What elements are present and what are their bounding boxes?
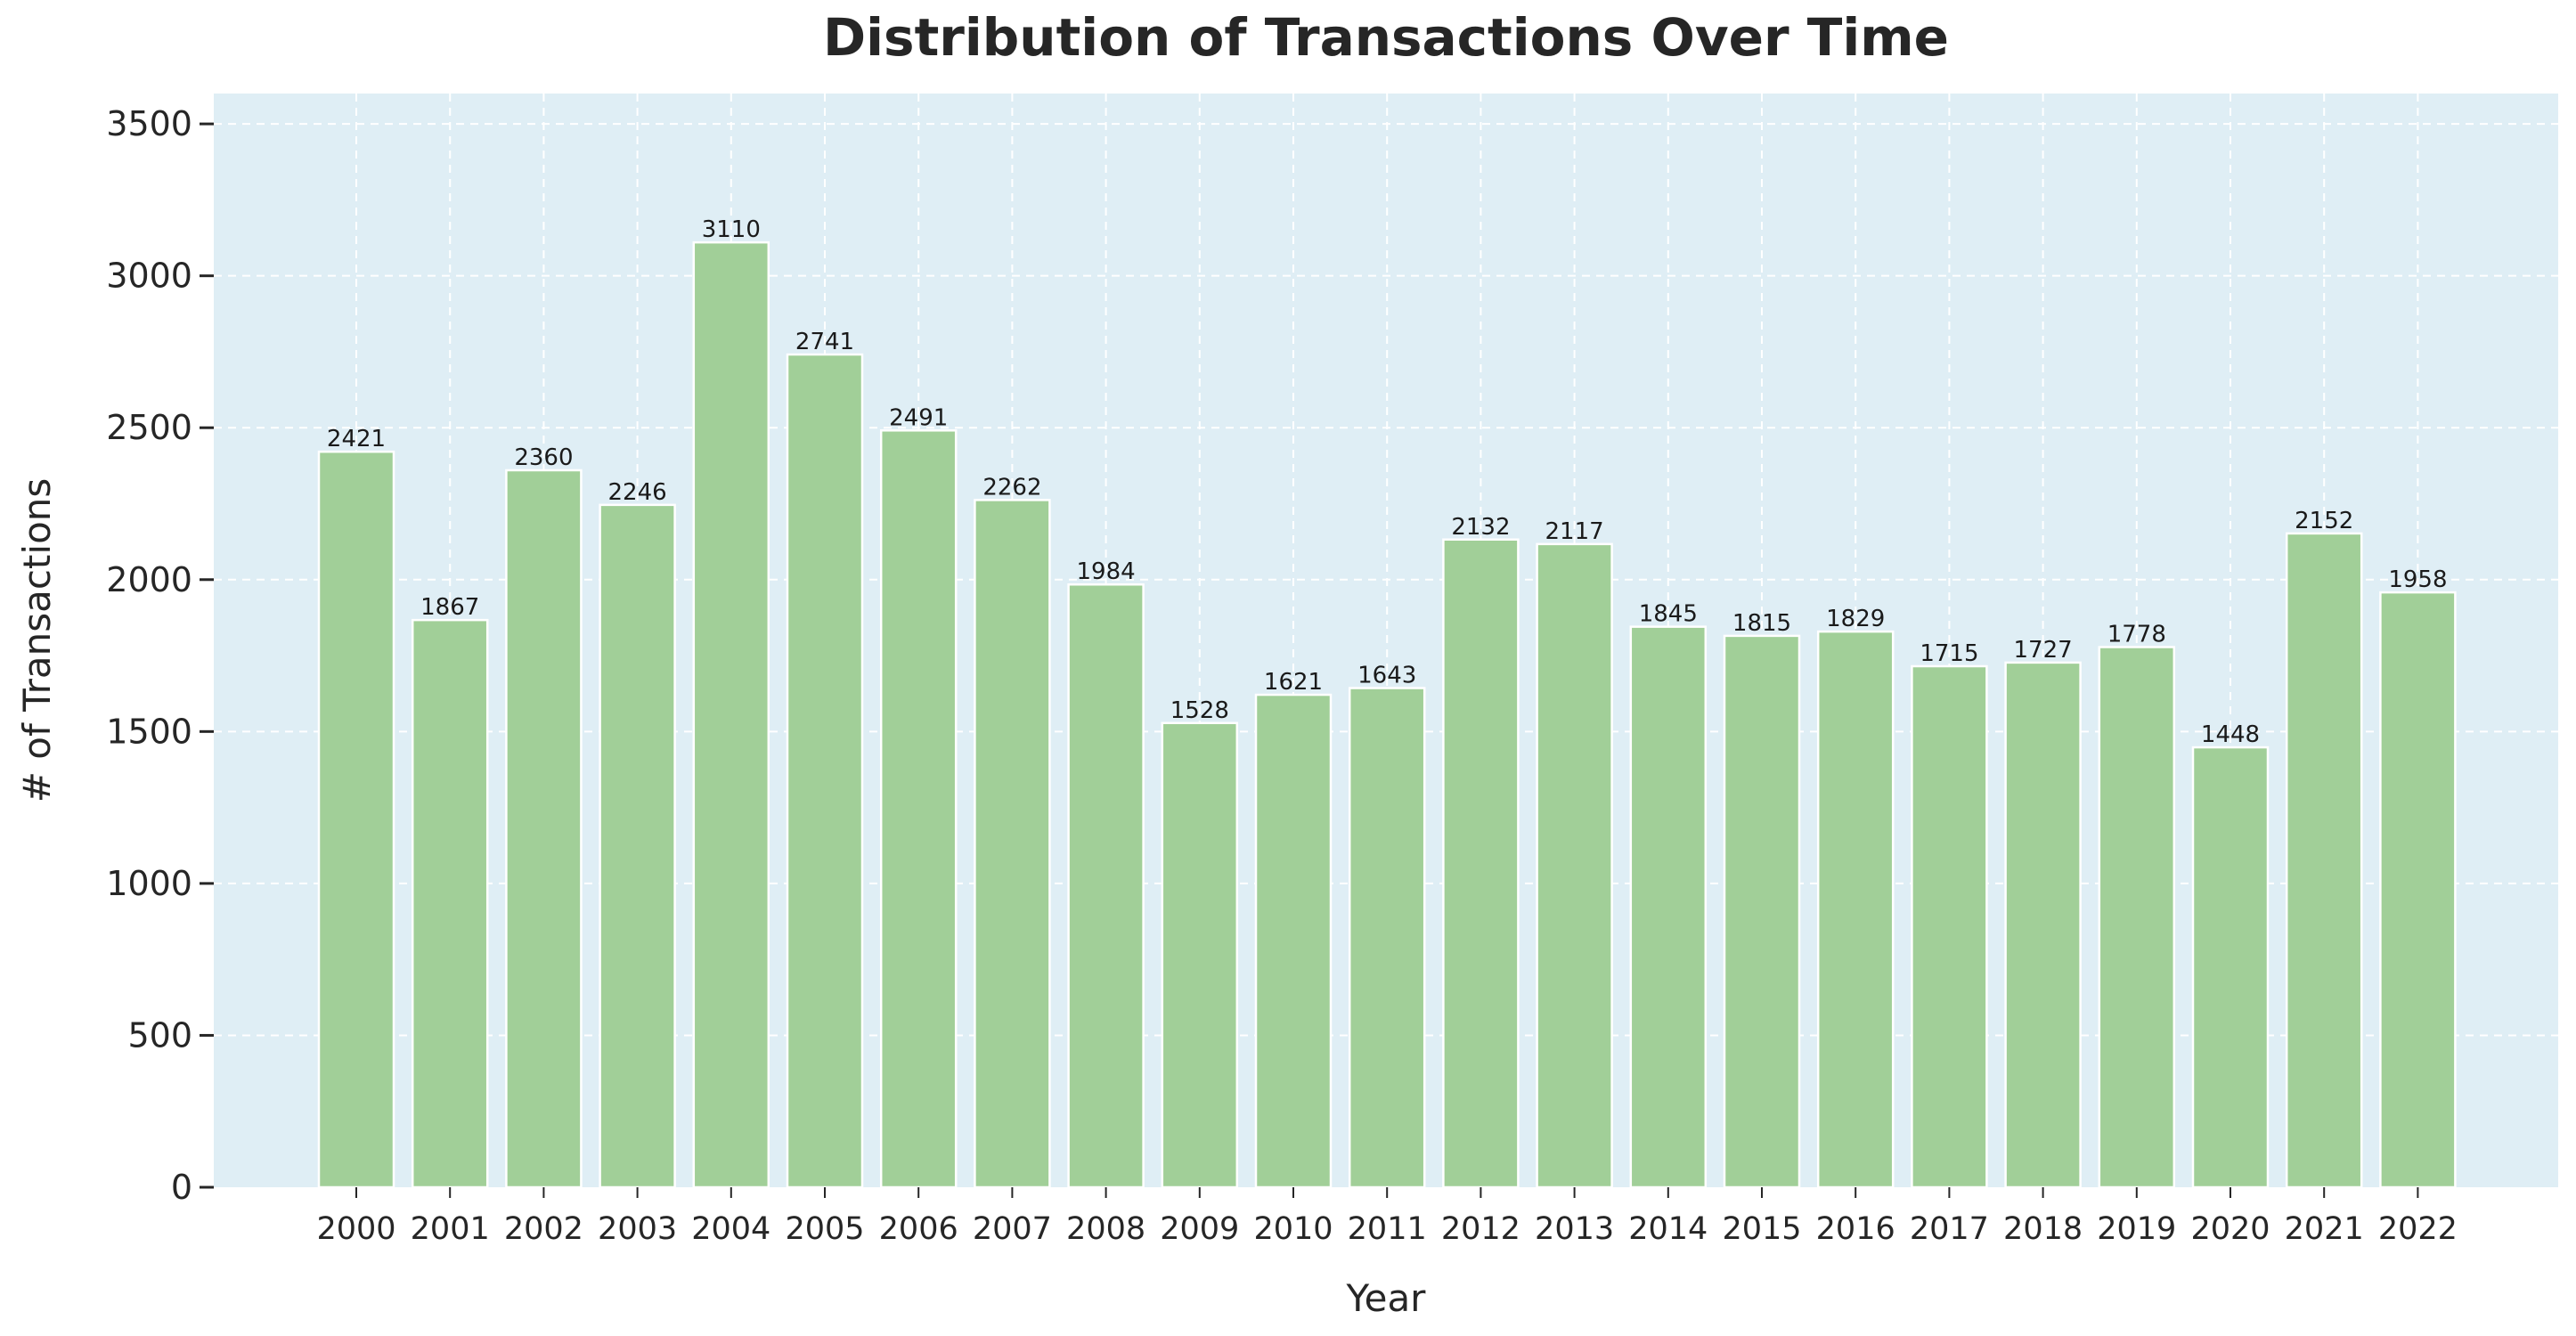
bar-value-label: 2741	[795, 329, 854, 355]
y-tick-label: 1500	[106, 712, 192, 751]
data-labels: 2421 1867 2360 2246 3110 2741 2491 2262 1984 1528…	[327, 216, 2448, 748]
bars	[317, 240, 2457, 1189]
bar-value-label: 1715	[1920, 640, 1978, 667]
bar	[1161, 721, 1239, 1189]
bar	[879, 429, 958, 1189]
y-tick-label: 1000	[106, 864, 192, 903]
x-tick-label: 2021	[2285, 1211, 2364, 1247]
bar-value-label: 2421	[327, 426, 386, 452]
x-tick-label: 2013	[1535, 1211, 1614, 1247]
x-tick-label: 2017	[1910, 1211, 1989, 1247]
bar-value-label: 1845	[1639, 601, 1698, 628]
bar	[1067, 582, 1145, 1189]
x-tick-label: 2011	[1348, 1211, 1427, 1247]
bar	[2004, 661, 2082, 1189]
x-tick-label: 2001	[411, 1211, 490, 1247]
bar-value-label: 2360	[514, 444, 573, 471]
y-tick-label: 3500	[106, 104, 192, 143]
bar-value-label: 1829	[1826, 606, 1885, 632]
bar-value-label: 1867	[420, 594, 479, 621]
bar	[1442, 538, 1520, 1189]
bar-value-label: 1621	[1264, 669, 1323, 696]
x-tick-label: 2010	[1253, 1211, 1333, 1247]
bar	[974, 499, 1051, 1189]
bar	[2098, 646, 2176, 1189]
bar	[786, 353, 864, 1189]
bar-value-label: 3110	[702, 216, 761, 243]
bar	[1629, 625, 1708, 1189]
x-tick-label: 2016	[1816, 1211, 1895, 1247]
bar	[1254, 693, 1333, 1189]
x-tick-label: 2007	[973, 1211, 1052, 1247]
bar	[599, 503, 676, 1189]
x-axis-label: Year	[1346, 1276, 1427, 1320]
x-tick-label: 2015	[1722, 1211, 1801, 1247]
x-tick-label: 2014	[1628, 1211, 1708, 1247]
bar	[1536, 542, 1613, 1189]
bar-value-label: 2132	[1451, 514, 1510, 541]
y-tick-label: 2500	[106, 408, 192, 447]
x-tick-label: 2003	[598, 1211, 677, 1247]
y-tick-label: 2000	[106, 560, 192, 599]
bar	[2191, 745, 2270, 1189]
bar-value-label: 1958	[2388, 566, 2447, 593]
x-tick-label: 2002	[504, 1211, 583, 1247]
bar-value-label: 2262	[982, 474, 1041, 501]
x-tick-label: 2006	[879, 1211, 958, 1247]
bar-value-label: 1643	[1357, 663, 1416, 689]
bar	[1348, 687, 1426, 1189]
bar	[317, 450, 395, 1189]
x-tick-label: 2022	[2378, 1211, 2458, 1247]
y-tick-label: 500	[127, 1015, 192, 1055]
y-axis: 0 500 1000 1500 2000 2500 3000 3500	[106, 104, 214, 1207]
bar-value-label: 1778	[2107, 622, 2166, 648]
bar-value-label: 1448	[2201, 721, 2260, 748]
bar	[411, 618, 489, 1189]
bar-value-label: 2152	[2295, 508, 2353, 534]
x-tick-label: 2018	[2003, 1211, 2083, 1247]
x-tick-label: 2019	[2097, 1211, 2176, 1247]
y-tick-label: 0	[171, 1168, 192, 1207]
x-tick-label: 2009	[1160, 1211, 1239, 1247]
bar	[1911, 664, 1988, 1189]
x-tick-label: 2004	[691, 1211, 770, 1247]
bar-value-label: 1727	[2014, 637, 2073, 664]
bar	[1816, 630, 1895, 1189]
bar-value-label: 1984	[1077, 558, 1136, 585]
bar-value-label: 2246	[608, 479, 667, 506]
y-axis-label: # of Transactions	[15, 478, 59, 803]
bar	[692, 240, 770, 1189]
x-tick-label: 2020	[2190, 1211, 2270, 1247]
chart-title: Distribution of Transactions Over Time	[823, 7, 1949, 68]
x-tick-label: 2005	[785, 1211, 864, 1247]
bar	[505, 468, 583, 1189]
bar-value-label: 2491	[889, 404, 948, 431]
bar	[1723, 634, 1801, 1189]
y-tick-label: 3000	[106, 257, 192, 296]
x-axis: 2000 2001 2002 2003 2004 2005 2006 2007 2008 2009…	[316, 1187, 2458, 1247]
bar-value-label: 1815	[1732, 610, 1791, 637]
x-tick-label: 2008	[1066, 1211, 1145, 1247]
bar-value-label: 1528	[1170, 697, 1229, 724]
x-tick-label: 2000	[316, 1211, 395, 1247]
bar-value-label: 2117	[1545, 518, 1604, 545]
x-tick-label: 2012	[1441, 1211, 1520, 1247]
bar	[2379, 591, 2457, 1189]
bar	[2285, 532, 2363, 1189]
